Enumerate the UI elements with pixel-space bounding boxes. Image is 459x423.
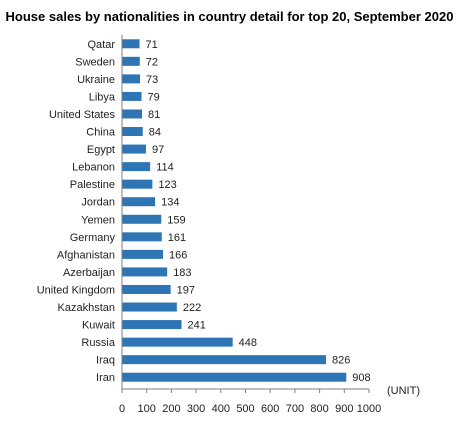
bar-kuwait [122,320,182,330]
category-label-sweden: Sweden [75,56,115,68]
category-label-azerbaijan: Azerbaijan [63,267,115,279]
bar-iraq [122,355,327,365]
category-label-kuwait: Kuwait [82,320,115,332]
bar-iran [122,372,347,382]
value-label-russia: 448 [239,337,257,349]
x-tick-label-900: 900 [335,403,353,415]
x-tick-label-1000: 1000 [357,403,381,415]
value-label-jordan: 134 [161,197,179,209]
x-tick-label-100: 100 [138,403,156,415]
x-tick-label-600: 600 [261,403,279,415]
bar-china [122,127,143,137]
value-label-kuwait: 241 [188,320,206,332]
value-label-iran: 908 [352,372,370,384]
value-label-united-states: 81 [148,109,160,121]
category-label-libya: Libya [89,91,116,103]
bars-group: Qatar 71 Sweden 72 Ukraine 73 Libya 79 United St… [37,39,371,384]
value-label-iraq: 826 [332,355,350,367]
category-label-russia: Russia [81,337,116,349]
category-label-united-states: United States [49,109,116,121]
value-label-yemen: 159 [167,214,185,226]
category-label-yemen: Yemen [81,214,115,226]
bar-sweden [122,56,140,66]
value-label-kazakhstan: 222 [183,302,201,314]
category-label-germany: Germany [70,232,116,244]
bar-libya [122,91,142,101]
category-label-united-kingdom: United Kingdom [37,284,115,296]
value-label-lebanon: 114 [156,162,174,174]
chart-title: House sales by nationalities in country … [5,9,454,24]
value-label-united-kingdom: 197 [177,284,195,296]
category-label-palestine: Palestine [70,179,115,191]
x-tick-label-700: 700 [286,403,304,415]
value-label-germany: 161 [168,232,186,244]
category-label-china: China [86,127,116,139]
value-label-afghanistan: 166 [169,249,187,261]
value-label-qatar: 71 [146,39,158,51]
category-label-kazakhstan: Kazakhstan [58,302,115,314]
bar-kazakhstan [122,302,177,312]
category-label-afghanistan: Afghanistan [57,249,115,261]
bar-yemen [122,214,162,224]
category-label-egypt: Egypt [87,144,115,156]
category-label-qatar: Qatar [87,39,115,51]
x-tick-label-800: 800 [310,403,328,415]
x-axis-ticks: 0 100 200 300 400 500 600 700 800 900 1000 [119,389,381,415]
bar-azerbaijan [122,267,168,277]
value-label-egypt: 97 [152,144,164,156]
bar-egypt [122,144,146,154]
bar-united-states [122,109,143,119]
x-tick-label-400: 400 [212,403,230,415]
bar-jordan [122,197,156,207]
value-label-libya: 79 [148,91,160,103]
unit-label: (UNIT) [387,385,420,397]
value-label-palestine: 123 [158,179,176,191]
bar-palestine [122,179,153,189]
category-label-ukraine: Ukraine [77,74,115,86]
x-tick-label-0: 0 [119,403,125,415]
category-label-iraq: Iraq [96,355,115,367]
category-label-jordan: Jordan [81,197,115,209]
value-label-china: 84 [149,127,161,139]
bar-russia [122,337,233,347]
x-tick-label-200: 200 [162,403,180,415]
bar-lebanon [122,162,151,172]
bar-ukraine [122,74,141,84]
bar-afghanistan [122,249,164,259]
value-label-sweden: 72 [146,56,158,68]
x-tick-label-300: 300 [187,403,205,415]
bar-qatar [122,39,140,49]
x-tick-label-500: 500 [236,403,254,415]
value-label-azerbaijan: 183 [173,267,191,279]
bar-united-kingdom [122,284,171,294]
category-label-lebanon: Lebanon [72,162,115,174]
category-label-iran: Iran [96,372,115,384]
value-label-ukraine: 73 [146,74,158,86]
bar-germany [122,232,162,242]
